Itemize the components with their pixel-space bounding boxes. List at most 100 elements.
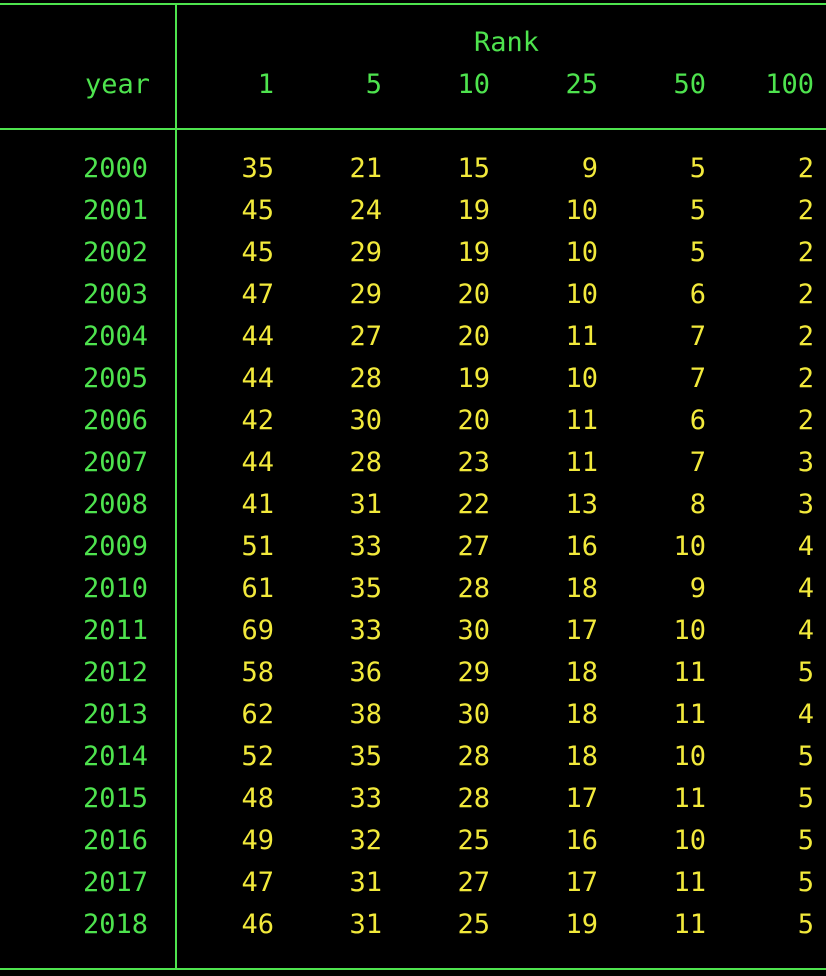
- table-cell: 5: [797, 867, 814, 898]
- table-cell: 44: [241, 447, 274, 478]
- table-cell: 20: [457, 321, 490, 352]
- table-cell: 9: [689, 573, 706, 604]
- row-year-label: 2010: [82, 573, 148, 604]
- row-header-year: year: [84, 69, 150, 100]
- row-year-label: 2013: [82, 699, 148, 730]
- table-cell: 11: [565, 405, 598, 436]
- top-rule: [0, 3, 826, 5]
- header-rule: [0, 128, 826, 130]
- table-cell: 28: [457, 573, 490, 604]
- table-cell: 6: [689, 405, 706, 436]
- row-year-label: 2016: [82, 825, 148, 856]
- table-cell: 28: [457, 741, 490, 772]
- table-cell: 5: [797, 741, 814, 772]
- row-year-label: 2018: [82, 909, 148, 940]
- table-cell: 10: [673, 531, 706, 562]
- table-cell: 10: [673, 615, 706, 646]
- table-cell: 4: [797, 573, 814, 604]
- column-header-rank-50: 50: [673, 69, 706, 100]
- table-cell: 16: [565, 531, 598, 562]
- table-cell: 9: [581, 153, 598, 184]
- column-header-rank-1: 1: [257, 69, 274, 100]
- table-cell: 10: [565, 363, 598, 394]
- table-cell: 10: [673, 825, 706, 856]
- table-cell: 5: [689, 153, 706, 184]
- table-cell: 46: [241, 909, 274, 940]
- table-cell: 11: [673, 657, 706, 688]
- table-cell: 47: [241, 867, 274, 898]
- table-cell: 11: [565, 321, 598, 352]
- column-header-rank-100: 100: [765, 69, 814, 100]
- table-cell: 35: [349, 741, 382, 772]
- table-cell: 24: [349, 195, 382, 226]
- table-cell: 10: [673, 741, 706, 772]
- table-cell: 10: [565, 195, 598, 226]
- table-cell: 31: [349, 909, 382, 940]
- row-year-label: 2000: [82, 153, 148, 184]
- table-cell: 36: [349, 657, 382, 688]
- table-cell: 5: [689, 237, 706, 268]
- table-cell: 22: [457, 489, 490, 520]
- table-cell: 11: [673, 783, 706, 814]
- table-cell: 18: [565, 741, 598, 772]
- table-cell: 20: [457, 279, 490, 310]
- table-cell: 19: [457, 195, 490, 226]
- table-cell: 25: [457, 825, 490, 856]
- table-cell: 30: [457, 615, 490, 646]
- row-year-label: 2001: [82, 195, 148, 226]
- table-cell: 29: [349, 237, 382, 268]
- table-cell: 4: [797, 615, 814, 646]
- table-cell: 31: [349, 867, 382, 898]
- row-year-label: 2009: [82, 531, 148, 562]
- table-cell: 45: [241, 195, 274, 226]
- table-cell: 29: [457, 657, 490, 688]
- table-cell: 7: [689, 363, 706, 394]
- table-cell: 51: [241, 531, 274, 562]
- table-cell: 44: [241, 363, 274, 394]
- table-cell: 3: [797, 489, 814, 520]
- table-cell: 5: [797, 825, 814, 856]
- table-cell: 49: [241, 825, 274, 856]
- table-cell: 2: [797, 321, 814, 352]
- table-cell: 33: [349, 783, 382, 814]
- table-cell: 19: [457, 363, 490, 394]
- table-cell: 32: [349, 825, 382, 856]
- table-cell: 11: [565, 447, 598, 478]
- table-cell: 5: [797, 657, 814, 688]
- table-cell: 47: [241, 279, 274, 310]
- table-cell: 4: [797, 531, 814, 562]
- table-cell: 27: [457, 867, 490, 898]
- table-cell: 35: [241, 153, 274, 184]
- table-cell: 17: [565, 867, 598, 898]
- table-cell: 30: [349, 405, 382, 436]
- table-cell: 8: [689, 489, 706, 520]
- table-cell: 28: [349, 447, 382, 478]
- table-cell: 13: [565, 489, 598, 520]
- table-cell: 58: [241, 657, 274, 688]
- table-cell: 5: [797, 783, 814, 814]
- table-cell: 31: [349, 489, 382, 520]
- group-header-rank: Rank: [474, 27, 540, 58]
- row-year-label: 2008: [82, 489, 148, 520]
- table-cell: 2: [797, 279, 814, 310]
- table-cell: 48: [241, 783, 274, 814]
- row-year-label: 2014: [82, 741, 148, 772]
- table-cell: 28: [457, 783, 490, 814]
- row-year-label: 2003: [82, 279, 148, 310]
- table-cell: 62: [241, 699, 274, 730]
- table-cell: 7: [689, 447, 706, 478]
- table-cell: 23: [457, 447, 490, 478]
- table-cell: 2: [797, 405, 814, 436]
- row-year-label: 2005: [82, 363, 148, 394]
- table-cell: 33: [349, 531, 382, 562]
- table-cell: 35: [349, 573, 382, 604]
- table-cell: 42: [241, 405, 274, 436]
- table-cell: 45: [241, 237, 274, 268]
- row-year-label: 2002: [82, 237, 148, 268]
- table-cell: 52: [241, 741, 274, 772]
- table-cell: 11: [673, 909, 706, 940]
- table-cell: 2: [797, 195, 814, 226]
- row-year-label: 2012: [82, 657, 148, 688]
- bottom-rule: [0, 968, 826, 970]
- table-cell: 41: [241, 489, 274, 520]
